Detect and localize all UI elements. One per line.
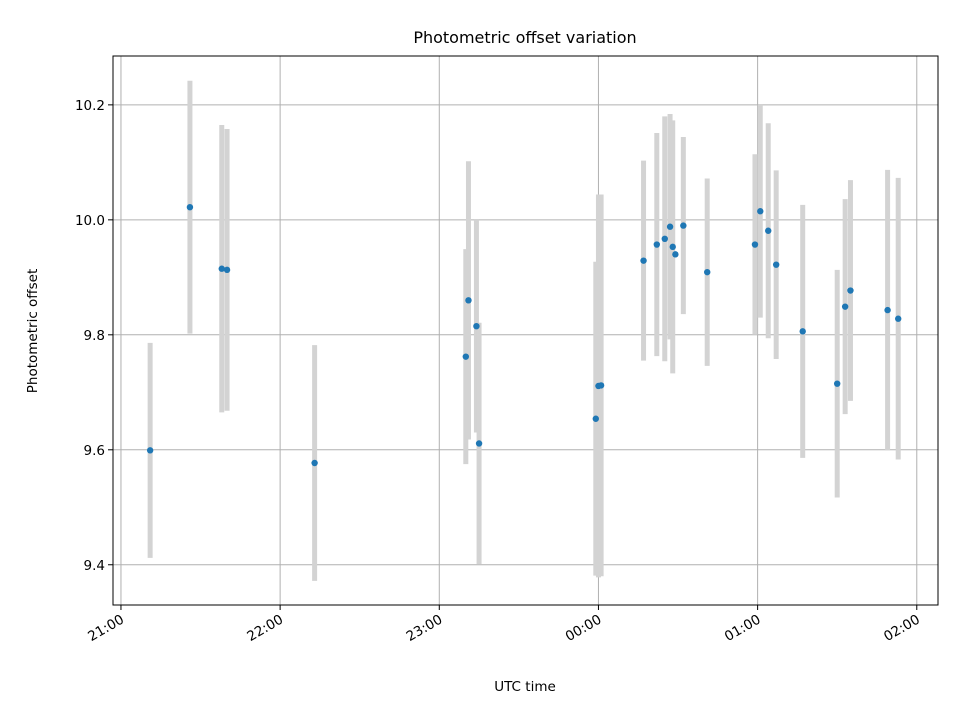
data-point (680, 222, 687, 229)
chart-title: Photometric offset variation (413, 28, 636, 47)
data-point (186, 203, 194, 211)
y-axis-label: Photometric offset (25, 269, 41, 393)
data-point (592, 415, 599, 422)
data-point (661, 235, 668, 243)
data-point (653, 241, 661, 248)
data-point (833, 380, 841, 387)
data-point (799, 328, 806, 335)
data-point (462, 353, 470, 360)
y-tick-label: 10.0 (75, 213, 105, 229)
data-point (597, 382, 605, 389)
data-point (669, 243, 676, 251)
data-point (640, 257, 647, 264)
y-tick-label: 9.6 (84, 443, 105, 459)
plot-frame (112, 55, 939, 606)
data-point (475, 440, 483, 447)
data-point (884, 306, 891, 314)
data-point (757, 208, 764, 215)
data-point (672, 251, 679, 258)
data-point (704, 268, 711, 276)
y-tick-label: 10.2 (75, 98, 105, 114)
data-point (847, 287, 854, 294)
data-point (666, 223, 674, 230)
y-tick-label: 9.4 (84, 558, 105, 574)
data-points (146, 203, 902, 467)
data-point (311, 459, 318, 467)
y-tick-label: 9.8 (84, 328, 105, 344)
data-point (465, 297, 472, 304)
data-point (218, 265, 225, 272)
x-axis-label: UTC time (494, 679, 556, 695)
data-point (772, 261, 780, 268)
data-point (146, 447, 154, 454)
data-point (473, 322, 480, 330)
data-point (895, 315, 902, 322)
data-point (223, 266, 231, 274)
data-point (765, 227, 772, 234)
y-axis-ticks: 9.4 9.6 9.8 10.0 10.2 (75, 98, 113, 574)
data-point (841, 303, 849, 310)
data-point (751, 241, 759, 248)
